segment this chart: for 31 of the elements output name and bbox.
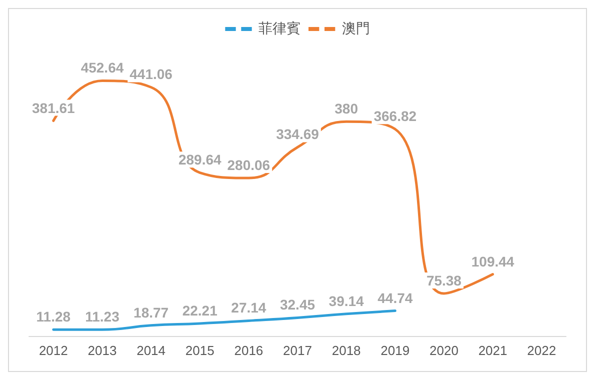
x-tick-label: 2017 [283,343,312,358]
data-label: 452.64 [80,60,124,76]
x-tick-label: 2022 [527,343,556,358]
x-tick-label: 2013 [88,343,117,358]
x-tick-label: 2018 [332,343,361,358]
legend-label: 菲律賓 [258,21,300,37]
data-label: 75.38 [426,272,462,288]
x-tick-label: 2014 [136,343,166,358]
data-label: 22.21 [182,302,218,318]
data-label: 334.69 [276,126,320,142]
data-label: 39.14 [328,292,364,309]
data-label: 381.61 [32,100,76,116]
x-tick-label: 2021 [478,343,508,358]
x-tick-label: 2012 [38,343,68,358]
data-label: 289.64 [178,152,222,168]
x-tick-label: 2016 [234,343,264,358]
data-label: 441.06 [130,66,173,82]
data-label: 11.28 [36,308,71,325]
legend-label: 澳門 [342,21,370,37]
data-label: 109.44 [471,253,514,270]
data-label: 366.82 [374,108,417,124]
x-tick-label: 2020 [429,343,458,358]
data-label: 27.14 [231,300,266,316]
data-label: 18.77 [134,304,169,320]
data-label: 380 [334,100,358,117]
data-label: 44.74 [378,290,413,306]
data-label: 280.06 [227,157,270,174]
data-label: 11.23 [85,308,120,325]
x-tick-label: 2019 [380,343,410,358]
x-tick-label: 2015 [185,343,214,358]
data-label: 32.45 [280,296,316,313]
